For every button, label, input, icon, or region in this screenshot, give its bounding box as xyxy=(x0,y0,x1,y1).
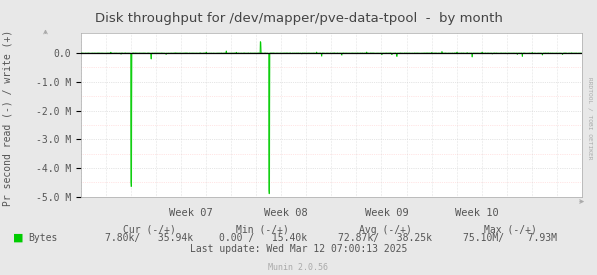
Text: Munin 2.0.56: Munin 2.0.56 xyxy=(269,263,328,272)
Text: 0.00 /   15.40k: 0.00 / 15.40k xyxy=(219,233,307,243)
Text: Week 10: Week 10 xyxy=(455,208,498,218)
Text: RRDTOOL / TOBI OETIKER: RRDTOOL / TOBI OETIKER xyxy=(587,77,592,160)
Text: Week 07: Week 07 xyxy=(169,208,213,218)
Text: Avg (-/+): Avg (-/+) xyxy=(359,225,411,235)
Text: Max (-/+): Max (-/+) xyxy=(484,225,537,235)
Text: Disk throughput for /dev/mapper/pve-data-tpool  -  by month: Disk throughput for /dev/mapper/pve-data… xyxy=(94,12,503,25)
Text: 7.80k/   35.94k: 7.80k/ 35.94k xyxy=(105,233,193,243)
Text: Cur (-/+): Cur (-/+) xyxy=(123,225,176,235)
Text: Last update: Wed Mar 12 07:00:13 2025: Last update: Wed Mar 12 07:00:13 2025 xyxy=(190,244,407,254)
Text: 72.87k/   38.25k: 72.87k/ 38.25k xyxy=(338,233,432,243)
Text: Pr second read (-) / write (+): Pr second read (-) / write (+) xyxy=(2,30,12,206)
Text: Week 09: Week 09 xyxy=(365,208,408,218)
Text: Week 08: Week 08 xyxy=(264,208,308,218)
Text: Min (-/+): Min (-/+) xyxy=(236,225,289,235)
Text: 75.10M/    7.93M: 75.10M/ 7.93M xyxy=(463,233,558,243)
Text: Bytes: Bytes xyxy=(29,233,58,243)
Text: ■: ■ xyxy=(13,233,24,243)
